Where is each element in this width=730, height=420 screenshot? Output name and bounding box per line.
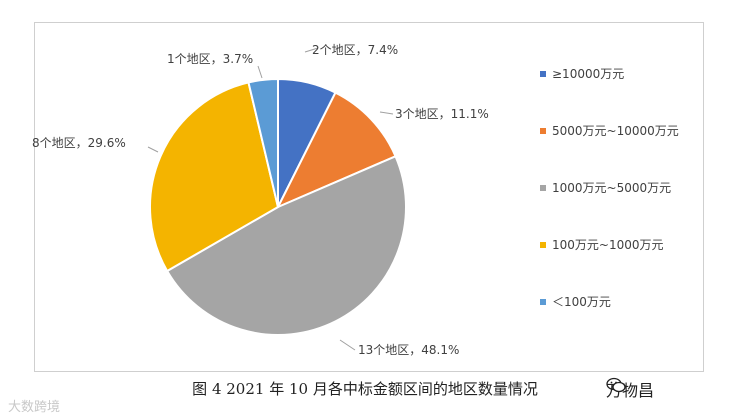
data-label-2: 3个地区，11.1% (395, 107, 489, 121)
leader-line-1 (304, 47, 319, 53)
legend-label-4: 100万元~1000万元 (552, 238, 664, 252)
leader-line-5 (257, 65, 263, 79)
data-label-1: 2个地区，7.4% (312, 43, 398, 57)
watermark-left: 大数跨境 (8, 400, 61, 415)
legend-label-1: ≥10000万元 (552, 67, 624, 81)
data-label-5: 1个地区，3.7% (167, 52, 253, 66)
pie-slice-3 (165, 154, 407, 336)
figure-caption: 图 4 2021 年 10 月各中标金额区间的地区数量情况 (192, 380, 538, 398)
data-label-3: 13个地区，48.1% (358, 343, 459, 357)
data-label-4: 8个地区，29.6% (32, 136, 126, 150)
pie-slice-2 (275, 91, 397, 210)
legend-marker-4 (540, 242, 546, 248)
legend-marker-2 (540, 128, 546, 134)
pie-slice-5 (247, 77, 279, 208)
legend-label-2: 5000万元~10000万元 (552, 124, 679, 138)
legend-label-5: ＜100万元 (552, 295, 611, 309)
legend-marker-5 (540, 299, 546, 305)
legend-label-3: 1000万元~5000万元 (552, 181, 671, 195)
leader-line-3 (339, 339, 356, 351)
leader-line-4 (147, 146, 159, 153)
leader-line-2 (379, 111, 394, 115)
pie-slice-4 (149, 81, 280, 273)
legend-marker-1 (540, 71, 546, 77)
wechat-icon (606, 377, 626, 393)
watermark-right: 万物昌 (606, 377, 654, 401)
legend-marker-3 (540, 185, 546, 191)
